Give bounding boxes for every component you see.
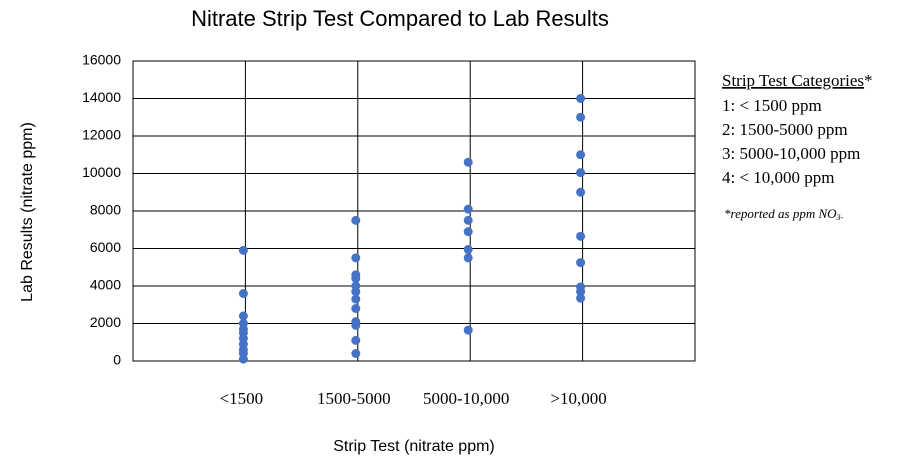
- legend-note-text: *reported as ppm NO: [724, 206, 837, 221]
- data-point: [576, 287, 586, 297]
- data-point: [463, 204, 473, 214]
- data-point: [351, 287, 361, 297]
- data-point: [576, 231, 586, 241]
- x-tick-label: 5000-10,000: [423, 389, 509, 408]
- legend-note-sub: 3-: [836, 213, 844, 222]
- y-axis-label: Lab Results (nitrate ppm): [19, 122, 36, 302]
- data-point: [351, 253, 361, 263]
- data-point: [463, 325, 473, 335]
- data-point: [463, 244, 473, 254]
- data-point: [576, 258, 586, 268]
- data-point: [463, 253, 473, 263]
- y-tick-label: 8000: [90, 202, 121, 218]
- data-point: [238, 289, 248, 298]
- legend-box: Strip Test Categories* *reported as ppm …: [722, 71, 873, 222]
- legend-heading-mark: *: [864, 71, 873, 90]
- legend-heading-text: Strip Test Categories: [722, 71, 864, 90]
- y-tick-label: 2000: [90, 314, 121, 330]
- y-tick-label: 14000: [82, 89, 121, 105]
- data-point: [351, 320, 361, 330]
- y-tick-label: 10000: [82, 164, 121, 180]
- x-tick-label: <1500: [220, 389, 264, 408]
- data-point: [463, 215, 473, 225]
- data-point: [576, 293, 586, 303]
- data-point: [351, 349, 361, 358]
- data-point: [351, 304, 361, 313]
- x-axis-label: Strip Test (nitrate ppm): [333, 438, 495, 455]
- data-point: [576, 168, 586, 178]
- data-point: [463, 227, 473, 237]
- data-point: [576, 187, 586, 197]
- data-point: [576, 112, 586, 122]
- data-point: [238, 245, 248, 255]
- legend-note: *reported as ppm NO3-: [724, 206, 844, 222]
- data-point: [238, 311, 248, 321]
- data-point: [351, 215, 361, 225]
- x-tick-label: >10,000: [550, 389, 606, 408]
- chart-title: Nitrate Strip Test Compared to Lab Resul…: [191, 6, 609, 31]
- data-point: [351, 335, 361, 345]
- legend-item: 1: < 1500 ppm: [722, 96, 822, 115]
- y-tick-label: 4000: [90, 277, 121, 293]
- data-point: [238, 354, 248, 364]
- legend-item: 4: < 10,000 ppm: [722, 168, 835, 187]
- legend-heading: Strip Test Categories*: [722, 71, 873, 90]
- data-point: [576, 94, 586, 103]
- data-point: [351, 274, 361, 283]
- data-point: [576, 150, 586, 160]
- y-tick-label: 0: [113, 352, 121, 368]
- y-tick-label: 12000: [82, 127, 121, 143]
- y-tick-label: 16000: [82, 52, 121, 68]
- legend-item: 3: 5000-10,000 ppm: [722, 144, 860, 163]
- legend-item: 2: 1500-5000 ppm: [722, 120, 848, 139]
- y-tick-label: 6000: [90, 239, 121, 255]
- x-tick-label: 1500-5000: [317, 389, 391, 408]
- data-point: [463, 157, 473, 167]
- data-point: [351, 294, 361, 304]
